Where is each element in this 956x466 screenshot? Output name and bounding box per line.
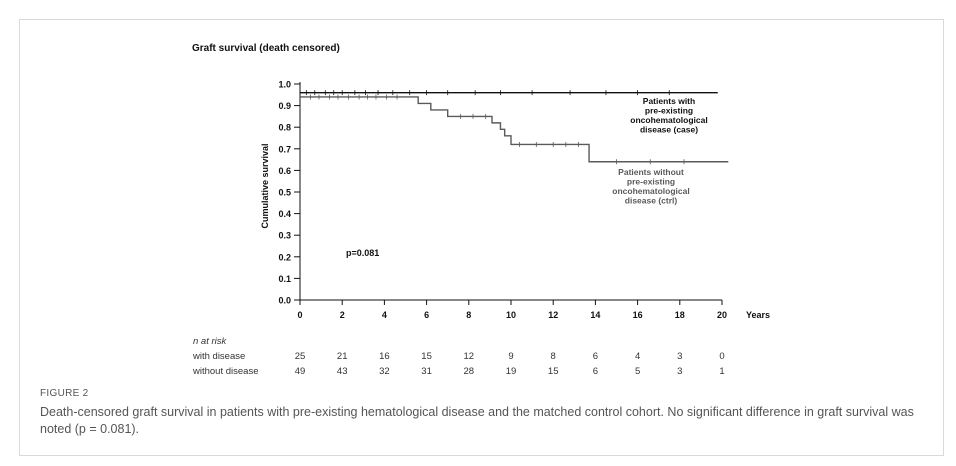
- risk-value: 31: [421, 366, 432, 377]
- risk-value: 6: [593, 366, 598, 377]
- figure-label: FIGURE 2: [40, 388, 89, 399]
- risk-value: 32: [379, 366, 390, 377]
- series-label-case: pre-existing: [645, 106, 693, 116]
- x-tick-label: 18: [675, 310, 685, 320]
- survival-curve-ctrl: [300, 96, 729, 163]
- y-tick-label: 0.2: [278, 252, 291, 262]
- risk-value: 19: [506, 366, 517, 377]
- chart-title: Graft survival (death censored): [192, 43, 340, 54]
- y-tick-label: 0.5: [278, 188, 291, 198]
- risk-value: 5: [635, 366, 640, 377]
- series-label-ctrl: Patients without: [618, 167, 684, 177]
- y-tick-label: 0.0: [278, 296, 291, 306]
- risk-row-label: without disease: [192, 366, 258, 377]
- risk-value: 4: [635, 351, 640, 362]
- risk-value: 0: [719, 351, 724, 362]
- risk-value: 3: [677, 351, 682, 362]
- x-tick-label: 16: [633, 310, 643, 320]
- series-label-case: disease (case): [640, 125, 698, 135]
- x-tick-label: 4: [382, 310, 387, 320]
- y-tick-label: 0.6: [278, 166, 291, 176]
- x-tick-label: 0: [297, 310, 302, 320]
- risk-value: 3: [677, 366, 682, 377]
- x-tick-label: 14: [590, 310, 600, 320]
- x-tick-label: 6: [424, 310, 429, 320]
- y-tick-label: 0.8: [278, 123, 291, 133]
- risk-value: 28: [464, 366, 475, 377]
- risk-value: 15: [421, 351, 432, 362]
- y-tick-label: 1.0: [278, 80, 291, 90]
- x-tick-label: 8: [466, 310, 471, 320]
- p-value-annotation: p=0.081: [346, 248, 379, 258]
- y-tick-label: 0.3: [278, 231, 291, 241]
- x-tick-label: 12: [548, 310, 558, 320]
- risk-value: 12: [464, 351, 475, 362]
- series-label-ctrl: oncohematological: [612, 186, 689, 196]
- risk-value: 15: [548, 366, 559, 377]
- y-tick-label: 0.7: [278, 144, 291, 154]
- km-chart: Graft survival (death censored) 0.0 0.1 0.2…: [192, 43, 770, 377]
- x-tick-label: 20: [717, 310, 727, 320]
- figure-caption: Death-censored graft survival in patient…: [40, 405, 914, 436]
- risk-value: 9: [508, 351, 513, 362]
- risk-value: 43: [337, 366, 348, 377]
- y-tick-label: 0.4: [278, 209, 291, 219]
- series-label-case: oncohematological: [630, 115, 707, 125]
- risk-value: 6: [593, 351, 598, 362]
- series-label-ctrl: disease (ctrl): [625, 196, 678, 206]
- risk-value: 49: [295, 366, 306, 377]
- risk-value: 1: [719, 366, 724, 377]
- x-axis-label: Years: [746, 310, 770, 320]
- y-tick-label: 0.1: [278, 274, 291, 284]
- risk-table-header: n at risk: [193, 336, 228, 347]
- risk-value: 21: [337, 351, 348, 362]
- risk-value: 16: [379, 351, 390, 362]
- x-tick-label: 2: [340, 310, 345, 320]
- x-tick-label: 10: [506, 310, 516, 320]
- series-label-ctrl: pre-existing: [627, 177, 675, 187]
- y-axis-label: Cumulative survival: [260, 143, 270, 228]
- y-tick-label: 0.9: [278, 101, 291, 111]
- figure-frame: [19, 19, 944, 456]
- risk-row-label: with disease: [192, 351, 245, 362]
- risk-value: 8: [551, 351, 556, 362]
- series-label-case: Patients with: [643, 96, 695, 106]
- risk-value: 25: [295, 351, 306, 362]
